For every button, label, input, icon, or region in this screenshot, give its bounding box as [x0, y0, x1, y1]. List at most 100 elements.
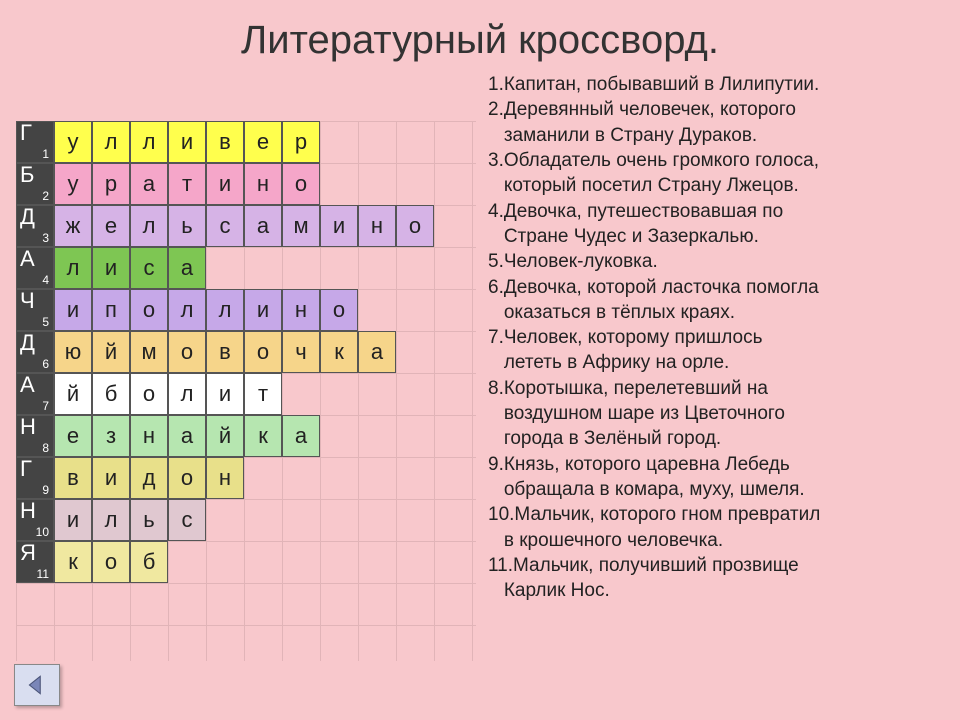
- clue-line: заманили в Страну Дураков.: [488, 124, 950, 148]
- clue-line: города в Зелёный город.: [488, 427, 950, 451]
- page-title: Литературный кроссворд.: [0, 0, 960, 71]
- letter-cell: ю: [54, 331, 92, 373]
- row-number: 11: [37, 567, 49, 581]
- letter-cell: а: [168, 415, 206, 457]
- clue-line: Карлик Нос.: [488, 579, 950, 603]
- row-number: 5: [42, 315, 49, 329]
- letter-cell: м: [282, 205, 320, 247]
- letter-cell: л: [168, 373, 206, 415]
- clues-panel: 1.Капитан, побывавший в Лилипутии.2.Дере…: [476, 71, 950, 605]
- letter-cell: п: [92, 289, 130, 331]
- letter-cell: б: [130, 541, 168, 583]
- letter-cell: с: [206, 205, 244, 247]
- row-number-cell: Н8: [16, 415, 54, 457]
- letter-cell: в: [206, 121, 244, 163]
- row-number: 10: [36, 525, 49, 539]
- row-number: 6: [42, 357, 49, 371]
- row-number: 4: [42, 273, 49, 287]
- first-letter: А: [20, 246, 35, 272]
- letter-cell: и: [206, 373, 244, 415]
- row-number-cell: Г1: [16, 121, 54, 163]
- clue-line: лететь в Африку на орле.: [488, 351, 950, 375]
- first-letter: Г: [20, 120, 32, 146]
- clue-line: Стране Чудес и Зазеркалью.: [488, 225, 950, 249]
- crossword-row: Б2уратино: [16, 163, 476, 205]
- row-number: 2: [42, 189, 49, 203]
- letter-cell: н: [206, 457, 244, 499]
- crossword-row: Г1улливер: [16, 121, 476, 163]
- crossword-panel: Г1улливерБ2уратиноД3жельсаминоА4лисаЧ5ип…: [16, 71, 476, 605]
- back-button[interactable]: [14, 664, 60, 706]
- letter-cell: л: [206, 289, 244, 331]
- clue-line: который посетил Страну Лжецов.: [488, 174, 950, 198]
- letter-cell: н: [282, 289, 320, 331]
- letter-cell: и: [92, 247, 130, 289]
- row-number-cell: Ч5: [16, 289, 54, 331]
- row-number: 9: [42, 483, 49, 497]
- letter-cell: и: [92, 457, 130, 499]
- letter-cell: л: [92, 499, 130, 541]
- letter-cell: ь: [130, 499, 168, 541]
- letter-cell: б: [92, 373, 130, 415]
- row-number: 8: [42, 441, 49, 455]
- crossword-row: А4лиса: [16, 247, 476, 289]
- letter-cell: и: [244, 289, 282, 331]
- letter-cell: к: [54, 541, 92, 583]
- clue-line: 4.Девочка, путешествовавшая по: [488, 200, 950, 224]
- letter-cell: и: [54, 289, 92, 331]
- back-arrow-icon: [24, 672, 50, 698]
- letter-cell: з: [92, 415, 130, 457]
- letter-cell: о: [130, 373, 168, 415]
- first-letter: Г: [20, 456, 32, 482]
- letter-cell: н: [358, 205, 396, 247]
- row-number: 3: [42, 231, 49, 245]
- letter-cell: а: [130, 163, 168, 205]
- letter-cell: и: [54, 499, 92, 541]
- row-number-cell: Д6: [16, 331, 54, 373]
- row-number-cell: Б2: [16, 163, 54, 205]
- letter-cell: о: [244, 331, 282, 373]
- clue-line: 9.Князь, которого царевна Лебедь: [488, 453, 950, 477]
- letter-cell: л: [92, 121, 130, 163]
- letter-cell: л: [168, 289, 206, 331]
- letter-cell: о: [130, 289, 168, 331]
- clue-line: 11.Мальчик, получивший прозвище: [488, 554, 950, 578]
- letter-cell: н: [130, 415, 168, 457]
- first-letter: Б: [20, 162, 34, 188]
- crossword-row: Г9видон: [16, 457, 476, 499]
- letter-cell: й: [206, 415, 244, 457]
- first-letter: Н: [20, 498, 36, 524]
- letter-cell: т: [168, 163, 206, 205]
- letter-cell: и: [320, 205, 358, 247]
- letter-cell: с: [130, 247, 168, 289]
- letter-cell: о: [168, 331, 206, 373]
- letter-cell: о: [92, 541, 130, 583]
- letter-cell: ь: [168, 205, 206, 247]
- letter-cell: у: [54, 121, 92, 163]
- letter-cell: в: [206, 331, 244, 373]
- letter-cell: а: [168, 247, 206, 289]
- letter-cell: л: [130, 205, 168, 247]
- letter-cell: к: [244, 415, 282, 457]
- clue-line: 5.Человек-луковка.: [488, 250, 950, 274]
- row-number-cell: Я11: [16, 541, 54, 583]
- row-number-cell: А4: [16, 247, 54, 289]
- letter-cell: о: [320, 289, 358, 331]
- letter-cell: а: [358, 331, 396, 373]
- crossword-row: Н10ильс: [16, 499, 476, 541]
- main-area: Г1улливерБ2уратиноД3жельсаминоА4лисаЧ5ип…: [0, 71, 960, 605]
- clue-line: обращала в комара, муху, шмеля.: [488, 478, 950, 502]
- clue-line: 6.Девочка, которой ласточка помогла: [488, 276, 950, 300]
- letter-cell: ч: [282, 331, 320, 373]
- letter-cell: и: [168, 121, 206, 163]
- first-letter: Н: [20, 414, 36, 440]
- clue-line: 10.Мальчик, которого гном превратил: [488, 503, 950, 527]
- clue-line: 1.Капитан, побывавший в Лилипутии.: [488, 73, 950, 97]
- first-letter: Д: [20, 330, 35, 356]
- clue-line: 3.Обладатель очень громкого голоса,: [488, 149, 950, 173]
- letter-cell: р: [92, 163, 130, 205]
- crossword-row: Ч5иполлино: [16, 289, 476, 331]
- row-number-cell: Н10: [16, 499, 54, 541]
- letter-cell: о: [282, 163, 320, 205]
- letter-cell: в: [54, 457, 92, 499]
